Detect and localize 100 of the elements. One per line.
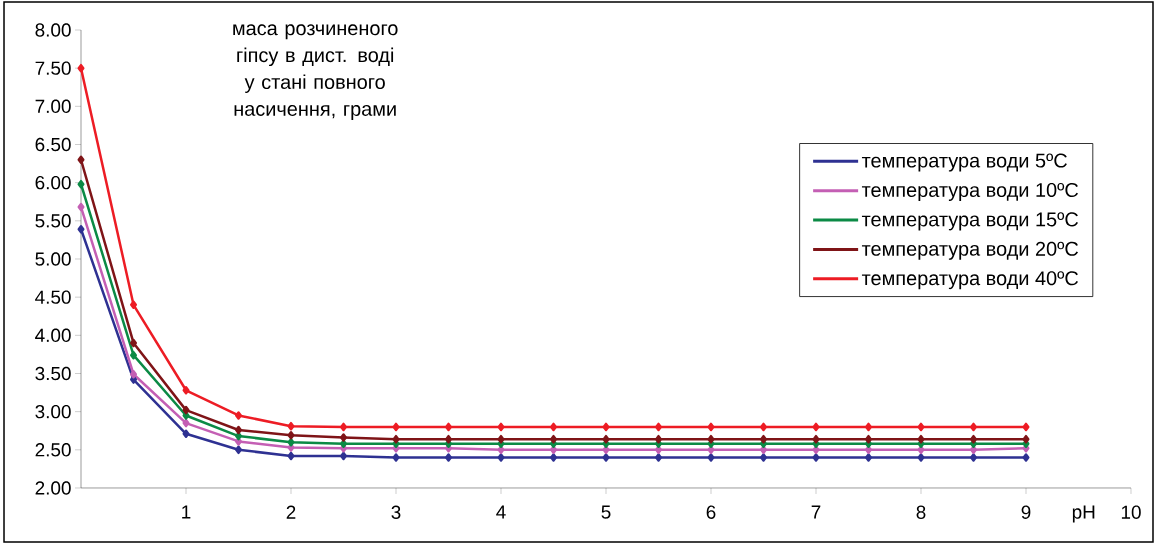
point (392, 434, 400, 444)
point (182, 405, 190, 415)
point (392, 422, 400, 432)
y-tick-label: 7.50 (35, 61, 71, 75)
legend-label: температура води 10ºС (861, 182, 1079, 201)
y-tick-label: 3.50 (35, 366, 71, 381)
point (917, 453, 925, 462)
point (812, 453, 820, 462)
y-tick-label: 2.00 (35, 481, 71, 495)
point (707, 453, 715, 462)
point (287, 421, 295, 431)
point (970, 434, 977, 444)
point (77, 202, 85, 212)
point (1022, 434, 1030, 444)
x-tick-label: 3 (391, 505, 401, 519)
point (130, 350, 138, 360)
point (760, 453, 767, 462)
point (707, 434, 715, 444)
point (235, 437, 243, 446)
legend-label: температура води 20ºС (861, 241, 1079, 260)
point (77, 63, 85, 73)
point (235, 445, 243, 455)
point (77, 179, 85, 189)
point (130, 338, 138, 348)
x-tick-label: 9 (1021, 505, 1031, 519)
y-tick-label: 4.50 (35, 290, 71, 304)
point (760, 422, 767, 432)
point (130, 370, 138, 379)
point (707, 445, 715, 455)
point (130, 375, 138, 384)
point (917, 434, 925, 444)
x-tick-label: 8 (916, 505, 926, 519)
point (655, 422, 662, 432)
point (970, 453, 977, 462)
x-tick-label: 1 (182, 505, 191, 519)
point (235, 411, 243, 420)
point (1022, 453, 1030, 462)
point (550, 434, 558, 444)
y-tick-label: 4.00 (35, 328, 71, 343)
point (340, 422, 348, 432)
point (340, 439, 348, 448)
point (497, 445, 505, 455)
x-tick-label: 7 (811, 505, 821, 519)
point (182, 429, 190, 439)
x-tick-label: 6 (706, 505, 716, 519)
point (602, 422, 610, 432)
point (917, 422, 925, 432)
point (182, 418, 190, 428)
point (497, 434, 505, 444)
x-tick-label: 10 (1121, 505, 1141, 519)
legend-label: температура води 40ºС (861, 271, 1079, 290)
point (812, 445, 820, 455)
x-tick-label: 4 (496, 505, 506, 519)
point (392, 453, 400, 462)
point (287, 437, 295, 447)
point (1022, 422, 1030, 432)
point (865, 453, 872, 462)
y-tick-label: 8.00 (35, 23, 71, 37)
y-tick-label: 3.00 (35, 404, 71, 419)
y-tick-label: 5.00 (35, 252, 71, 266)
point (77, 224, 85, 234)
point (497, 422, 505, 432)
point (445, 434, 453, 444)
y-axis-title: маса розчиненого гіпсу в дист. воді у стані повного насичення, грами (233, 24, 398, 120)
point (602, 434, 610, 444)
point (445, 422, 453, 432)
point (445, 453, 453, 462)
y-tick-label: 2.50 (35, 443, 71, 457)
point (182, 386, 190, 395)
x-axis-title: pH (1072, 505, 1095, 523)
point (77, 155, 85, 164)
point (550, 422, 558, 432)
x-tick-label: 2 (286, 505, 296, 519)
point (235, 425, 243, 435)
point (497, 453, 505, 462)
point (340, 433, 348, 442)
x-tick-label: 5 (601, 505, 611, 519)
y-tick-label: 6.00 (35, 175, 71, 190)
legend-label: температура води 5ºС (861, 153, 1067, 172)
point (865, 434, 872, 444)
legend-label: температура води 15ºС (861, 212, 1079, 231)
point (287, 451, 295, 461)
point (970, 422, 977, 432)
point (655, 453, 662, 462)
y-tick-label: 7.00 (35, 99, 71, 114)
point (812, 422, 820, 432)
point (707, 422, 715, 432)
point (865, 422, 872, 432)
point (340, 451, 348, 461)
point (602, 445, 610, 455)
point (812, 434, 820, 444)
point (917, 445, 925, 455)
y-tick-label: 6.50 (35, 137, 71, 152)
y-tick-label: 5.50 (35, 214, 71, 228)
point (182, 411, 190, 420)
point (655, 434, 662, 444)
point (760, 434, 767, 444)
point (130, 300, 138, 310)
point (550, 453, 558, 462)
point (602, 453, 610, 462)
